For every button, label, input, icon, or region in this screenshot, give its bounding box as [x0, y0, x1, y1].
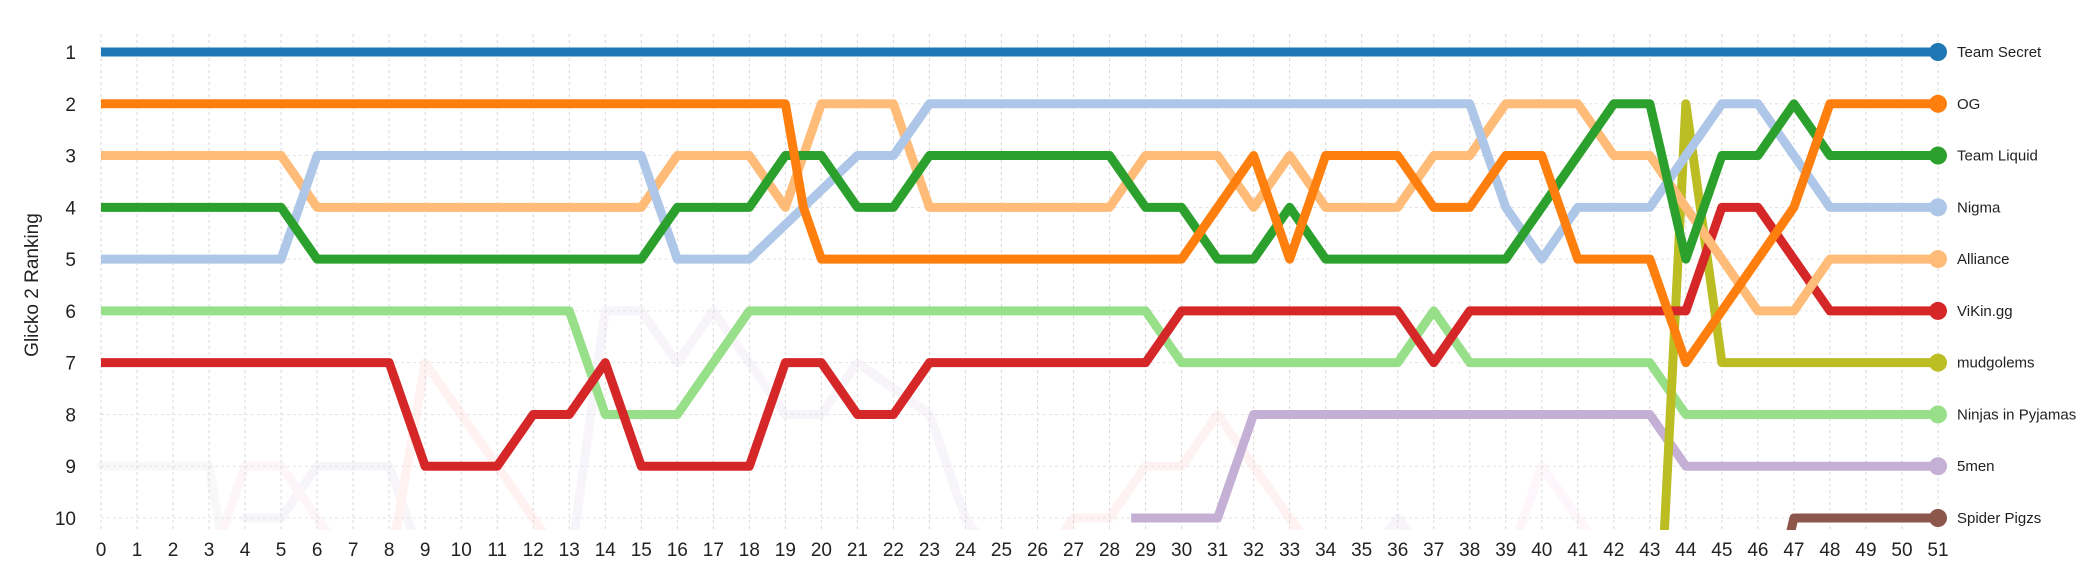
x-tick-label: 11	[487, 540, 507, 561]
series-line	[1131, 409, 1938, 523]
x-tick-label: 3	[204, 540, 215, 561]
x-tick-label: 23	[919, 540, 940, 561]
x-tick-label: 21	[847, 540, 868, 561]
x-tick-label: 15	[631, 540, 652, 561]
x-tick-label: 41	[1567, 540, 1588, 561]
x-tick-label: 26	[1027, 540, 1048, 561]
x-tick-label: 25	[991, 540, 1012, 561]
x-tick-label: 17	[703, 540, 724, 561]
y-tick-label: 7	[65, 354, 76, 375]
series-end-marker	[1929, 146, 1947, 165]
series-lines	[101, 47, 1938, 530]
y-tick-label: 1	[65, 43, 76, 64]
x-tick-label: 22	[883, 540, 904, 561]
x-tick-label: 20	[811, 540, 832, 561]
series-end-marker	[1929, 198, 1947, 217]
y-tick-label: 5	[65, 250, 76, 271]
y-tick-label: 4	[65, 198, 76, 219]
series-end-marker	[1929, 301, 1947, 320]
x-tick-label: 16	[667, 540, 688, 561]
x-tick-label: 5	[276, 540, 287, 561]
x-tick-label: 14	[595, 540, 617, 561]
x-tick-label: 38	[1459, 540, 1480, 561]
x-tick-label: 45	[1711, 540, 1732, 561]
y-tick-label: 3	[65, 147, 76, 168]
y-tick-label: 10	[55, 509, 76, 530]
series-label: Spider Pigzs	[1957, 510, 2041, 527]
series-end-marker	[1929, 405, 1947, 424]
series-label: OG	[1957, 96, 1980, 113]
series-label: Team Secret	[1957, 44, 2042, 61]
series-line	[101, 306, 1938, 419]
x-tick-label: 37	[1423, 540, 1444, 561]
x-tick-label: 29	[1135, 540, 1156, 561]
series-label: mudgolems	[1957, 355, 2035, 372]
x-tick-label: 35	[1351, 540, 1372, 561]
x-tick-label: 33	[1279, 540, 1300, 561]
series-end-marker	[1929, 353, 1947, 372]
series-label: Nigma	[1957, 199, 2001, 216]
series-end-marker	[1929, 94, 1947, 113]
series-end-marker	[1929, 509, 1947, 527]
series-label: ViKin.gg	[1957, 303, 2013, 320]
series-line	[101, 99, 1938, 264]
x-tick-label: 46	[1747, 540, 1768, 561]
x-tick-label: 30	[1171, 540, 1192, 561]
x-tick-label: 49	[1855, 540, 1876, 561]
x-tick-label: 24	[955, 540, 977, 561]
x-tick-label: 0	[96, 540, 107, 561]
series-line	[1786, 513, 1938, 530]
x-tick-label: 32	[1243, 540, 1264, 561]
series-end-marker	[1929, 250, 1947, 269]
x-tick-label: 42	[1603, 540, 1624, 561]
series-line	[101, 99, 1938, 264]
x-tick-label: 39	[1495, 540, 1516, 561]
x-tick-label: 34	[1315, 540, 1337, 561]
x-tick-label: 43	[1639, 540, 1660, 561]
series-end-marker	[1929, 43, 1947, 61]
x-tick-label: 48	[1819, 540, 1840, 561]
y-axis-title: Glicko 2 Ranking	[22, 213, 43, 357]
y-axis-ticks: 1 2 3 4 5 6 7 8 9 10	[55, 43, 77, 530]
x-tick-label: 19	[775, 540, 796, 561]
x-tick-label: 6	[312, 540, 323, 561]
x-tick-label: 28	[1099, 540, 1120, 561]
x-tick-label: 18	[739, 540, 760, 561]
series-end-marker	[1929, 457, 1947, 476]
x-tick-label: 47	[1783, 540, 1804, 561]
x-tick-label: 1	[132, 540, 143, 561]
x-axis-ticks: 0 1 2 3 4 5 6 7 8 9 10 11 12 13 14 15 16 17 18 19 20 21 22 23 24…	[96, 540, 1949, 561]
x-tick-label: 4	[240, 540, 251, 561]
x-tick-label: 40	[1531, 540, 1552, 561]
x-tick-label: 2	[168, 540, 179, 561]
series-label: Team Liquid	[1957, 148, 2038, 165]
x-tick-label: 50	[1891, 540, 1912, 561]
x-tick-label: 44	[1675, 540, 1697, 561]
series-label: Alliance	[1957, 251, 2010, 268]
series-line	[101, 202, 1938, 471]
y-tick-label: 9	[65, 457, 76, 478]
x-tick-label: 10	[451, 540, 472, 561]
series-label: Ninjas in Pyjamas	[1957, 406, 2076, 423]
x-tick-label: 12	[523, 540, 544, 561]
x-tick-label: 27	[1063, 540, 1084, 561]
x-tick-label: 8	[384, 540, 395, 561]
x-tick-label: 13	[559, 540, 580, 561]
y-tick-label: 6	[65, 302, 76, 323]
x-tick-label: 36	[1387, 540, 1408, 561]
x-tick-label: 7	[348, 540, 359, 561]
faded-background-lines	[96, 306, 1592, 530]
series-label: 5men	[1957, 458, 1995, 475]
y-tick-label: 8	[65, 405, 76, 426]
x-tick-label: 51	[1927, 540, 1948, 561]
series-line	[101, 99, 1938, 368]
x-tick-label: 31	[1207, 540, 1228, 561]
series-end-labels: Team Secret OG Team Liquid Nigma Alliance ViK…	[1929, 43, 2076, 527]
x-tick-label: 9	[420, 540, 431, 561]
y-tick-label: 2	[65, 95, 76, 116]
